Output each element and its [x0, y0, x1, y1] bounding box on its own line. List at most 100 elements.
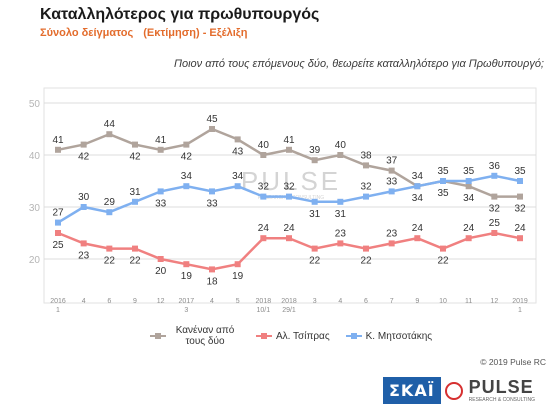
data-label: 36: [489, 161, 501, 172]
data-point: [183, 141, 190, 148]
x-tick-label: 11: [465, 298, 472, 305]
data-point: [260, 193, 267, 200]
data-label: 31: [129, 187, 141, 198]
data-label: 22: [129, 256, 141, 267]
data-label: 22: [309, 256, 321, 267]
data-point: [286, 193, 292, 200]
data-point: [55, 230, 61, 236]
data-point: [414, 183, 421, 190]
data-label: 42: [129, 152, 141, 163]
data-point: [234, 261, 241, 268]
data-point: [465, 235, 472, 242]
legend-swatch: [345, 333, 362, 339]
data-label: 33: [386, 176, 398, 187]
data-point: [491, 193, 498, 200]
pulse-mark-icon: [444, 381, 463, 400]
data-label: 32: [360, 182, 372, 193]
data-point: [465, 183, 472, 190]
x-tick-label: 10: [439, 298, 447, 305]
x-tick-label: 2019: [512, 298, 528, 305]
data-point: [132, 245, 138, 252]
y-tick-label: 50: [29, 99, 41, 110]
data-point: [55, 146, 61, 153]
x-tick-label: 10/1: [257, 307, 271, 314]
data-label: 22: [104, 256, 116, 267]
data-label: 34: [412, 193, 424, 204]
x-tick-label: 9: [415, 298, 419, 305]
data-point: [311, 198, 318, 205]
chart-title: Καταλληλότερος για πρωθυπουργός: [40, 6, 320, 23]
data-label: 22: [360, 256, 372, 267]
data-point: [106, 245, 113, 252]
x-tick-label: 12: [490, 298, 498, 305]
data-point: [286, 146, 292, 153]
data-label: 23: [78, 250, 90, 261]
data-label: 34: [463, 193, 475, 204]
data-label: 30: [78, 192, 90, 203]
data-label: 39: [309, 145, 321, 156]
data-label: 29: [104, 197, 116, 208]
data-point: [209, 266, 215, 273]
legend-swatch: [256, 333, 272, 339]
chart-legend: Κανέναν από τους δύο Αλ. Τσίπρας Κ. Μητσοτ…: [150, 325, 432, 347]
data-point: [234, 136, 241, 143]
data-label: 45: [206, 114, 218, 125]
data-point: [286, 235, 292, 242]
legend-item: Κ. Μητσοτάκης: [345, 325, 432, 347]
data-point: [465, 178, 472, 184]
data-label: 33: [155, 198, 167, 209]
data-point: [209, 126, 215, 132]
x-tick-label: 5: [236, 298, 240, 305]
x-tick-label: 2016: [50, 298, 66, 305]
x-tick-label: 2018: [256, 298, 272, 305]
data-point: [388, 240, 395, 247]
x-tick-label: 3: [313, 298, 317, 305]
legend-swatch: [150, 333, 166, 339]
x-tick-label: 7: [390, 298, 394, 305]
pulse-logo-sub: RESEARCH & CONSULTING: [468, 397, 535, 403]
legend-label: Κανέναν από τους δύο: [175, 325, 235, 347]
data-point: [260, 152, 267, 158]
data-label: 44: [104, 119, 116, 130]
x-tick-label: 1: [56, 307, 60, 314]
data-point: [132, 198, 138, 205]
data-point: [517, 178, 523, 184]
data-label: 24: [258, 223, 270, 234]
data-point: [311, 157, 318, 164]
subtitle-sample: Σύνολο δείγματος: [40, 27, 134, 39]
data-point: [157, 146, 164, 153]
data-label: 41: [283, 135, 295, 146]
data-label: 25: [52, 240, 64, 251]
data-label: 32: [514, 204, 526, 215]
data-point: [80, 204, 87, 210]
copyright-text: © 2019 Pulse RC: [480, 357, 546, 367]
data-point: [517, 193, 523, 200]
data-label: 40: [335, 140, 347, 151]
data-point: [363, 162, 369, 169]
data-label: 42: [78, 152, 90, 163]
data-label: 42: [181, 152, 193, 163]
data-point: [183, 261, 190, 268]
data-point: [388, 188, 395, 195]
data-point: [363, 193, 369, 200]
x-tick-label: 1: [518, 307, 522, 314]
data-label: 34: [412, 171, 424, 182]
data-point: [106, 209, 113, 216]
data-label: 38: [360, 150, 372, 161]
data-point: [157, 256, 164, 262]
data-label: 35: [463, 166, 475, 177]
data-point: [157, 188, 164, 195]
data-label: 19: [232, 271, 244, 282]
data-point: [388, 167, 395, 174]
data-label: 41: [52, 135, 64, 146]
y-tick-label: 20: [29, 255, 41, 266]
data-label: 27: [52, 208, 64, 219]
legend-label: Αλ. Τσίπρας: [276, 330, 330, 342]
data-point: [132, 141, 138, 148]
data-point: [311, 245, 318, 252]
y-tick-label: 30: [29, 203, 41, 214]
x-tick-label: 2018: [281, 298, 297, 305]
data-label: 34: [232, 171, 244, 182]
plot-area: [43, 87, 537, 304]
